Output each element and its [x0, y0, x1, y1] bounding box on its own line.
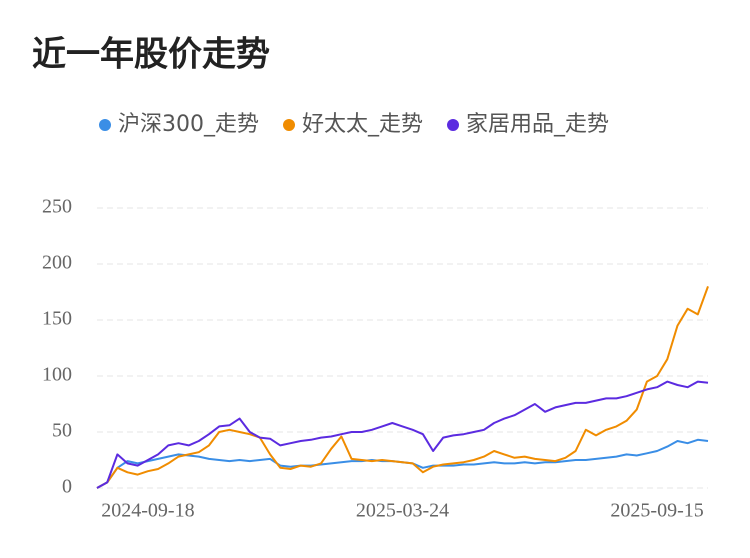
- series-line: [96, 380, 709, 489]
- x-tick-label: 2024-09-18: [101, 500, 194, 522]
- y-tick-label: 50: [52, 420, 72, 442]
- series-line: [96, 286, 709, 489]
- legend-marker: [283, 119, 295, 131]
- chart-title: 近一年股价走势: [32, 35, 270, 75]
- y-tick-label: 0: [62, 476, 72, 498]
- y-tick-label: 200: [42, 252, 72, 274]
- y-tick-label: 100: [42, 364, 72, 386]
- legend-marker: [447, 119, 460, 131]
- y-tick-label: 250: [42, 196, 72, 218]
- legend-marker: [99, 119, 111, 131]
- x-tick-label: 2025-09-15: [610, 500, 703, 522]
- series-line: [96, 438, 709, 489]
- legend-label: 好太太_走势: [302, 112, 423, 137]
- legend-label: 沪深300_走势: [118, 112, 259, 137]
- x-tick-label: 2025-03-24: [356, 500, 449, 522]
- legend-label: 家居用品_走势: [466, 112, 609, 137]
- y-tick-label: 150: [42, 308, 72, 330]
